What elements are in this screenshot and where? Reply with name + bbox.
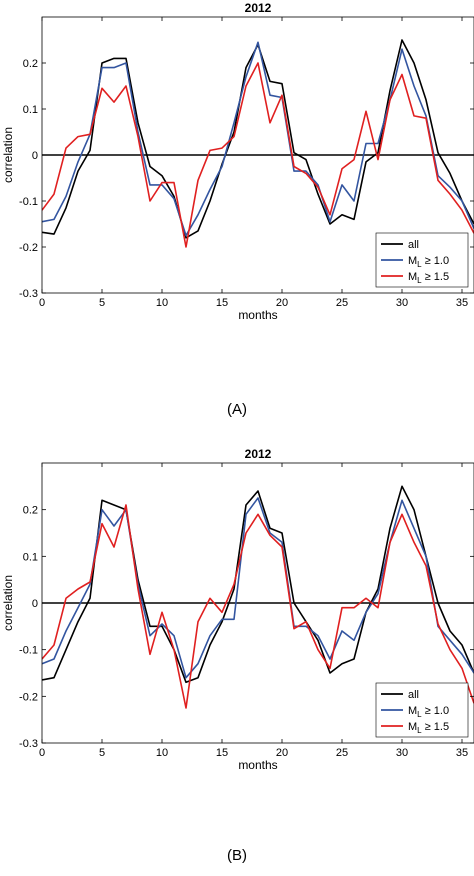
y-tick-label: 0.2 — [23, 505, 38, 517]
x-tick-label: 10 — [156, 297, 168, 309]
y-tick-label: 0 — [32, 598, 38, 610]
series-line-0 — [42, 485, 474, 684]
chart-title: 2012 — [245, 447, 272, 461]
y-tick-label: -0.3 — [19, 738, 38, 750]
legend-entry-1: ML ≥ 1.0 — [408, 705, 449, 719]
series-line-2 — [42, 62, 474, 248]
legend-entry-subscript: L — [417, 260, 422, 269]
legend-entry-0: all — [408, 239, 419, 251]
x-tick-label: 0 — [39, 747, 45, 759]
x-tick-label: 20 — [276, 747, 288, 759]
x-tick-label: 25 — [336, 297, 348, 309]
x-tick-label: 30 — [396, 297, 408, 309]
legend-entry-1: ML ≥ 1.0 — [408, 255, 449, 269]
y-tick-label: -0.2 — [19, 242, 38, 254]
legend-entry-tail: ≥ 1.5 — [422, 721, 449, 733]
y-tick-label: 0.1 — [23, 551, 38, 563]
y-tick-label: -0.3 — [19, 288, 38, 300]
legend-entry-main: all — [408, 689, 419, 701]
legend-entry-2: ML ≥ 1.5 — [408, 721, 449, 735]
legend-entry-main: M — [408, 255, 417, 267]
x-tick-label: 10 — [156, 747, 168, 759]
y-tick-label: 0.2 — [23, 58, 38, 70]
legend-entry-main: M — [408, 271, 417, 283]
series-line-1 — [42, 41, 474, 237]
legend-entry-subscript: L — [417, 710, 422, 719]
x-tick-label: 0 — [39, 297, 45, 309]
legend-entry-main: M — [408, 721, 417, 733]
y-tick-label: -0.1 — [19, 645, 38, 657]
x-tick-label: 15 — [216, 297, 228, 309]
legend-entry-tail: ≥ 1.5 — [422, 271, 449, 283]
panel-label: (A) — [227, 401, 247, 418]
y-tick-label: -0.2 — [19, 691, 38, 703]
y-tick-label: 0 — [32, 150, 38, 162]
legend-entry-main: M — [408, 705, 417, 717]
x-tick-label: 25 — [336, 747, 348, 759]
legend-entry-main: all — [408, 239, 419, 251]
panel-label: (B) — [227, 847, 247, 864]
chart-panel-a: 2012 0 5 10 15 20 25 30 35 -0.3 -0.2 -0.1 0 0.1 0.2 mon… — [1, 1, 474, 418]
x-axis-label: months — [238, 758, 277, 772]
legend-entry-subscript: L — [417, 726, 422, 735]
x-axis-label: months — [238, 308, 277, 322]
y-tick-label: 0.1 — [23, 104, 38, 116]
series-group — [42, 485, 474, 709]
chart-panel-b: 2012 0 5 10 15 20 25 30 35 -0.3 -0.2 -0.1 0 0.1 0.2 mon… — [1, 447, 474, 864]
chart-title: 2012 — [245, 1, 272, 15]
x-tick-label: 35 — [456, 297, 468, 309]
series-line-2 — [42, 504, 474, 709]
x-tick-label: 30 — [396, 747, 408, 759]
x-tick-label: 15 — [216, 747, 228, 759]
y-axis-label: correlation — [1, 575, 15, 631]
legend-entry-tail: ≥ 1.0 — [422, 255, 449, 267]
series-group — [42, 39, 474, 248]
x-tick-label: 20 — [276, 297, 288, 309]
x-tick-label: 5 — [99, 297, 105, 309]
legend-entry-0: all — [408, 689, 419, 701]
y-tick-label: -0.1 — [19, 196, 38, 208]
legend-entry-tail: ≥ 1.0 — [422, 705, 449, 717]
legend-entry-subscript: L — [417, 276, 422, 285]
x-tick-label: 35 — [456, 747, 468, 759]
x-tick-label: 5 — [99, 747, 105, 759]
legend-entry-2: ML ≥ 1.5 — [408, 271, 449, 285]
series-line-1 — [42, 497, 474, 679]
y-axis-label: correlation — [1, 127, 15, 183]
